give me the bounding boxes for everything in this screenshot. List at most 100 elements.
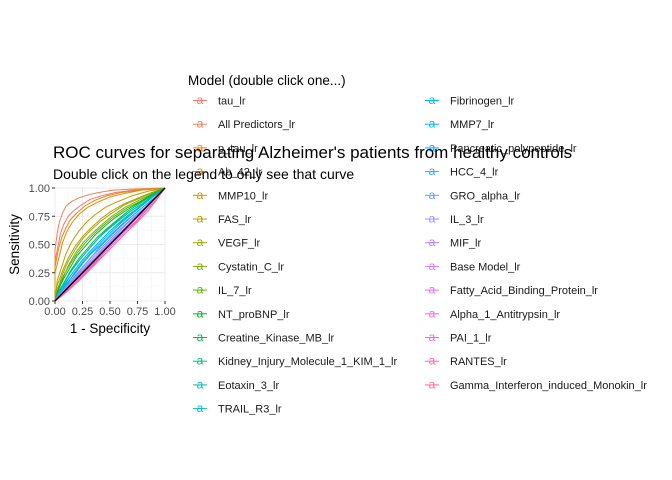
legend-key-glyph: a — [197, 306, 204, 320]
legend-label: Alpha_1_Antitrypsin_lr — [450, 309, 560, 321]
legend-item[interactable]: a TRAIL_R3_lr — [193, 401, 282, 416]
roc-curve-6[interactable] — [54, 187, 166, 302]
roc-curve-19[interactable] — [54, 187, 166, 302]
legend-label: All Predictors_lr — [218, 119, 295, 131]
legend-item[interactable]: a RANTES_lr — [425, 354, 507, 369]
legend-key-glyph: a — [197, 164, 204, 178]
legend-key-glyph: a — [197, 259, 204, 273]
legend-item[interactable]: a PAI_1_lr — [425, 330, 492, 345]
legend-key-glyph: a — [429, 283, 436, 297]
reference-diagonal — [54, 187, 166, 302]
legend-item[interactable]: a MIF_lr — [425, 235, 482, 250]
legend-label: Cystatin_C_lr — [218, 261, 284, 273]
legend-item[interactable]: a Fatty_Acid_Binding_Protein_lr — [425, 283, 598, 298]
legend-label: VEGF_lr — [218, 238, 261, 250]
legend-key-glyph: a — [197, 212, 204, 226]
legend-key-glyph: a — [429, 306, 436, 320]
y-tick-label: 0.75 — [29, 211, 50, 223]
legend-item[interactable]: a p_tau_lr — [193, 140, 258, 155]
legend-key-glyph: a — [197, 235, 204, 249]
legend-label: p_tau_lr — [218, 143, 258, 155]
legend-item[interactable]: a NT_proBNP_lr — [193, 306, 290, 321]
legend-label: FAS_lr — [218, 214, 251, 226]
roc-curve-8[interactable] — [54, 187, 166, 302]
legend-item[interactable]: a Gamma_Interferon_induced_Monokin_lr — [425, 377, 647, 392]
legend-item[interactable]: a Pancreatic_polypeptide_lr — [425, 140, 577, 155]
legend-item[interactable]: a Ab_42_lr — [193, 164, 262, 179]
roc-curve-14[interactable] — [54, 187, 166, 302]
y-tick-label: 1.00 — [29, 183, 50, 195]
legend-item[interactable]: a IL_3_lr — [425, 212, 484, 227]
legend-item[interactable]: a All Predictors_lr — [193, 117, 295, 132]
legend-label: Kidney_Injury_Molecule_1_KIM_1_lr — [218, 356, 397, 368]
roc-curve-26[interactable] — [54, 187, 166, 302]
legend-item[interactable]: a IL_7_lr — [193, 283, 252, 298]
legend-label: RANTES_lr — [450, 356, 507, 368]
x-tick-label: 0.50 — [99, 306, 120, 318]
legend-key-glyph: a — [429, 93, 436, 107]
roc-curve-0[interactable] — [54, 187, 166, 301]
legend-key-glyph: a — [429, 117, 436, 131]
legend-key-glyph: a — [429, 140, 436, 154]
legend[interactable]: Model (double click one...) a tau_lra All … — [188, 73, 647, 416]
legend-key-glyph: a — [429, 235, 436, 249]
legend-key-glyph: a — [429, 330, 436, 344]
legend-item[interactable]: a GRO_alpha_lr — [425, 188, 521, 203]
legend-key-glyph: a — [197, 354, 204, 368]
legend-key-glyph: a — [429, 164, 436, 178]
y-tick-label: 0.50 — [29, 240, 50, 252]
y-axis-ticks: 0.00 0.25 0.50 0.75 1.00 — [29, 183, 55, 308]
legend-label: IL_7_lr — [218, 285, 252, 297]
legend-label: HCC_4_lr — [450, 167, 499, 179]
legend-label: MMP7_lr — [450, 119, 494, 131]
legend-item[interactable]: a VEGF_lr — [193, 235, 261, 250]
legend-item[interactable]: a HCC_4_lr — [425, 164, 499, 179]
legend-title: Model (double click one...) — [188, 73, 346, 88]
legend-item[interactable]: a Cystatin_C_lr — [193, 259, 284, 274]
legend-key-glyph: a — [197, 401, 204, 415]
legend-item[interactable]: a MMP7_lr — [425, 117, 494, 132]
legend-key-glyph: a — [429, 259, 436, 273]
x-tick-label: 0.25 — [72, 306, 93, 318]
x-tick-label: 1.00 — [154, 306, 175, 318]
legend-label: Base Model_lr — [450, 261, 521, 273]
legend-item[interactable]: a Base Model_lr — [425, 259, 521, 274]
legend-key-glyph: a — [197, 140, 204, 154]
x-tick-label: 0.00 — [44, 306, 65, 318]
legend-label: Ab_42_lr — [218, 167, 262, 179]
legend-key-glyph: a — [197, 330, 204, 344]
roc-curve-2[interactable] — [54, 187, 166, 301]
legend-key-glyph: a — [197, 117, 204, 131]
legend-item[interactable]: a FAS_lr — [193, 212, 251, 227]
legend-key-glyph: a — [197, 377, 204, 391]
legend-item[interactable]: a Eotaxin_3_lr — [193, 377, 279, 392]
legend-label: Eotaxin_3_lr — [218, 380, 279, 392]
roc-curve-5[interactable] — [54, 187, 166, 302]
legend-label: PAI_1_lr — [450, 333, 492, 345]
legend-label: Creatine_Kinase_MB_lr — [218, 333, 335, 345]
legend-item[interactable]: a Alpha_1_Antitrypsin_lr — [425, 306, 560, 321]
y-axis-label: Sensitivity — [7, 214, 22, 275]
roc-curve-4[interactable] — [54, 187, 166, 302]
legend-label: Fatty_Acid_Binding_Protein_lr — [450, 285, 598, 297]
roc-curve-9[interactable] — [54, 187, 166, 302]
legend-label: GRO_alpha_lr — [450, 190, 521, 202]
legend-item[interactable]: a Fibrinogen_lr — [425, 93, 515, 108]
roc-curve-1[interactable] — [54, 187, 166, 301]
x-axis-label: 1 - Specificity — [70, 321, 151, 336]
y-tick-label: 0.25 — [29, 268, 50, 280]
legend-item[interactable]: a MMP10_lr — [193, 188, 268, 203]
roc-curve-15[interactable] — [54, 187, 166, 302]
legend-label: MMP10_lr — [218, 190, 268, 202]
legend-label: IL_3_lr — [450, 214, 484, 226]
legend-label: Gamma_Interferon_induced_Monokin_lr — [450, 380, 647, 392]
roc-curve-12[interactable] — [54, 187, 166, 302]
legend-item[interactable]: a tau_lr — [193, 93, 246, 108]
legend-item[interactable]: a Kidney_Injury_Molecule_1_KIM_1_lr — [193, 354, 397, 369]
legend-key-glyph: a — [429, 377, 436, 391]
roc-curve-3[interactable] — [54, 187, 166, 301]
legend-label: TRAIL_R3_lr — [218, 404, 282, 416]
x-tick-label: 0.75 — [127, 306, 148, 318]
legend-item[interactable]: a Creatine_Kinase_MB_lr — [193, 330, 335, 345]
